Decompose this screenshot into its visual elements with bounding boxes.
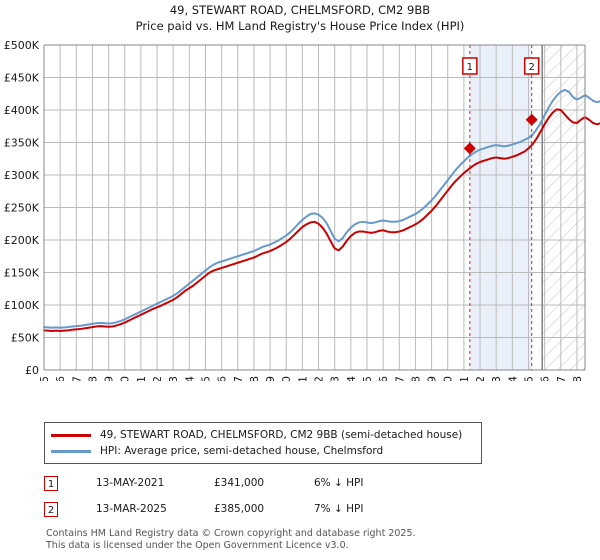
x-axis-tick-label: 2016 [377, 376, 390, 381]
transactions-table: 1 13-MAY-2021 £341,000 6% ↓ HPI 2 13-MAR… [44, 470, 504, 522]
transaction-price: £341,000 [214, 477, 265, 489]
legend-swatch-price-paid [51, 433, 91, 437]
y-axis-tick-label: £400K [4, 104, 40, 117]
x-axis-tick-label: 1998 [86, 376, 99, 381]
x-axis-tick-label: 2006 [216, 376, 229, 381]
x-axis-tick-label: 1996 [54, 376, 67, 381]
sale-marker-badge[interactable] [523, 57, 540, 75]
x-axis-tick-label: 2021 [458, 376, 471, 381]
table-row: 1 13-MAY-2021 £341,000 6% ↓ HPI [44, 470, 504, 496]
x-axis-tick-label: 2004 [183, 376, 196, 381]
footer-copyright: Contains HM Land Registry data © Crown c… [46, 528, 416, 539]
legend-swatch-hpi [51, 449, 91, 453]
sale-marker-badge-label: 1 [467, 62, 473, 73]
legend-label-price-paid: 49, STEWART ROAD, CHELMSFORD, CM2 9BB (s… [100, 429, 463, 441]
y-axis-tick-label: £250K [4, 202, 40, 215]
x-axis-tick-label: 2022 [474, 376, 487, 381]
y-axis-tick-label: £500K [4, 39, 40, 52]
legend-item-price-paid: 49, STEWART ROAD, CHELMSFORD, CM2 9BB (s… [51, 427, 475, 443]
y-axis-tick-label: £300K [4, 169, 40, 182]
sale-marker-diamond[interactable] [463, 142, 476, 155]
transaction-hpi-delta: 7% ↓ HPI [314, 503, 364, 515]
transaction-price: £385,000 [214, 503, 265, 515]
x-axis-tick-label: 2014 [345, 376, 358, 381]
y-axis-tick-label: £200K [4, 234, 40, 247]
x-axis-tick-label: 2019 [426, 376, 439, 381]
y-axis-tick-label: £100K [4, 299, 40, 312]
page-subtitle: Price paid vs. HM Land Registry's House … [135, 19, 465, 33]
chart-title-block: 49, STEWART ROAD, CHELMSFORD, CM2 9BB Pr… [0, 2, 600, 34]
status-badge: 2 [44, 501, 58, 517]
x-axis-tick-label: 2000 [119, 376, 132, 381]
x-axis-tick-label: 1999 [103, 376, 116, 381]
x-axis-tick-label: 2011 [296, 376, 309, 381]
x-axis-tick-label: 2024 [506, 376, 519, 381]
price-paid-line [43, 108, 600, 332]
x-axis-tick-label: 2015 [361, 376, 374, 381]
legend-item-hpi: HPI: Average price, semi-detached house,… [51, 443, 475, 459]
x-axis-tick-label: 2001 [135, 376, 148, 381]
x-axis-tick-label: 1997 [70, 376, 83, 381]
price-chart: £0 £50K £100K £150K £200K £250K £300K £350K £400… [0, 36, 600, 381]
y-axis-tick-label: £0 [25, 364, 39, 377]
x-axis-tick-label: 2023 [490, 376, 503, 381]
x-axis-tick-label: 1995 [38, 376, 51, 381]
chart-legend: 49, STEWART ROAD, CHELMSFORD, CM2 9BB (s… [44, 422, 482, 464]
x-axis-tick-label: 2008 [248, 376, 261, 381]
table-row: 2 13-MAR-2025 £385,000 7% ↓ HPI [44, 496, 504, 522]
x-axis-tick-label: 2027 [555, 376, 568, 381]
attribution-footer: Contains HM Land Registry data © Crown c… [46, 528, 586, 551]
x-axis-tick-label: 2026 [539, 376, 552, 381]
y-axis-tick-label: £50K [11, 332, 40, 345]
x-axis-tick-label: 2005 [199, 376, 212, 381]
x-axis-tick-label: 2018 [409, 376, 422, 381]
x-axis-tick-label: 2025 [522, 376, 535, 381]
sale-marker-badge-label: 2 [529, 62, 535, 73]
transaction-hpi-delta: 6% ↓ HPI [314, 477, 364, 489]
x-axis-tick-label: 2007 [232, 376, 245, 381]
x-axis-tick-label: 2020 [442, 376, 455, 381]
x-axis-tick-label: 2013 [329, 376, 342, 381]
sale-marker-diamond[interactable] [525, 113, 538, 126]
x-axis-tick-label: 2017 [393, 376, 406, 381]
x-axis-tick-label: 2002 [151, 376, 164, 381]
x-axis-tick-label: 2003 [167, 376, 180, 381]
y-axis-tick-label: £350K [4, 137, 40, 150]
status-badge: 1 [44, 475, 58, 491]
transaction-date: 13-MAR-2025 [96, 503, 167, 515]
x-axis-tick-label: 2028 [571, 376, 584, 381]
legend-label-hpi: HPI: Average price, semi-detached house,… [100, 445, 384, 457]
x-axis-tick-label: 2010 [280, 376, 293, 381]
footer-licence: This data is licensed under the Open Gov… [46, 539, 349, 551]
hpi-average-line [43, 88, 600, 329]
y-axis-tick-label: £150K [4, 267, 40, 280]
page-title: 49, STEWART ROAD, CHELMSFORD, CM2 9BB [169, 3, 431, 17]
transaction-date: 13-MAY-2021 [96, 477, 165, 489]
x-axis-tick-label: 2009 [264, 376, 277, 381]
sale-marker-badge[interactable] [462, 57, 478, 75]
x-axis-tick-label: 2012 [313, 376, 326, 381]
y-axis-tick-label: £450K [4, 72, 40, 85]
